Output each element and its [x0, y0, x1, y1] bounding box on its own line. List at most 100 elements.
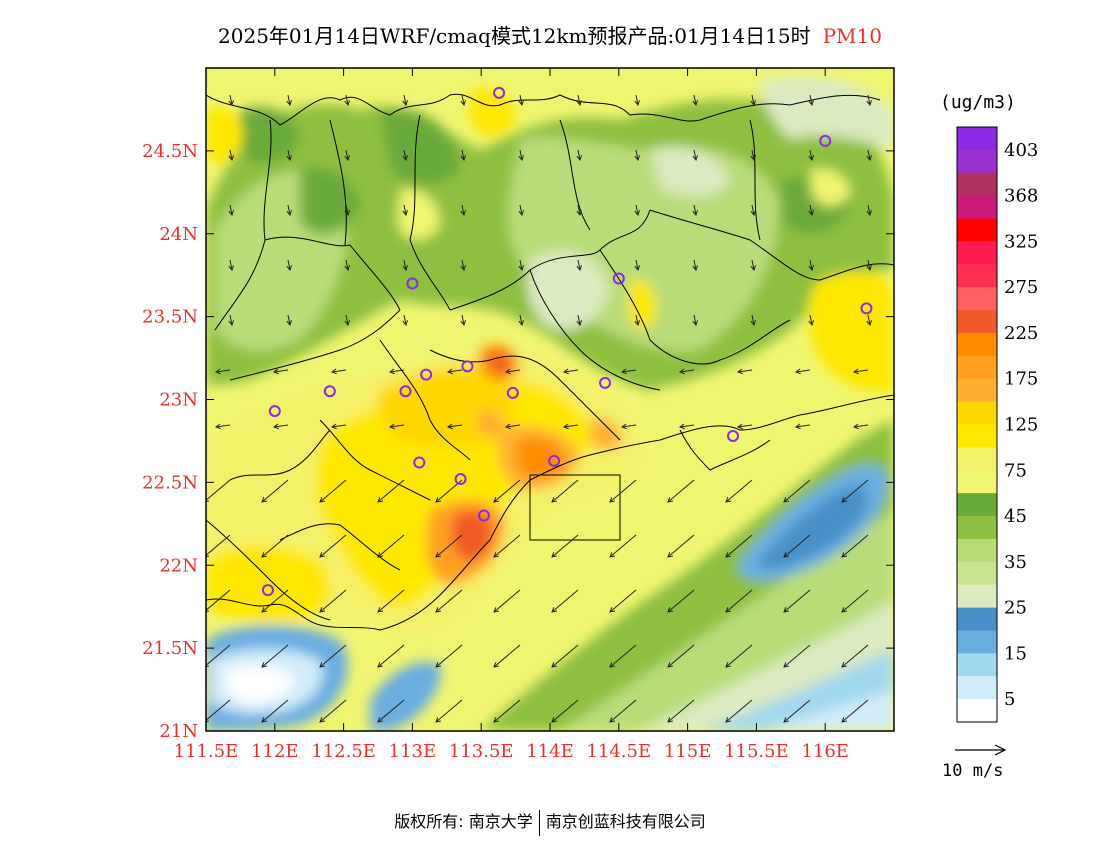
wind-arrow [389, 424, 405, 428]
wind-arrow [841, 644, 869, 668]
wind-arrow-head [493, 552, 499, 558]
wind-arrow-head [504, 423, 511, 430]
wind-arrow [751, 204, 755, 216]
wind-arrow [273, 369, 289, 373]
wind-arrow [635, 204, 639, 216]
wind-arrow-head [460, 210, 466, 217]
station-marker [506, 386, 519, 399]
station-marker [323, 385, 336, 398]
wind-arrow [783, 589, 811, 613]
y-tick-label: 24N [159, 224, 198, 245]
wind-arrow [621, 369, 637, 373]
station-marker [268, 405, 281, 418]
wind-arrow [287, 314, 291, 326]
legend-swatch [957, 401, 997, 425]
wind-arrow [206, 589, 231, 611]
wind-arrow-head [609, 717, 615, 723]
wind-arrow [577, 259, 581, 271]
wind-arrow-head [725, 552, 731, 558]
wind-arrow-head [667, 607, 673, 613]
footer-left: 版权所有: 南京大学 [394, 812, 533, 831]
wind-arrow [867, 94, 871, 106]
legend-label: 45 [1004, 506, 1027, 527]
wind-arrow-head [692, 265, 698, 272]
y-tick-label: 24.5N [142, 141, 198, 162]
station-marker [599, 376, 612, 389]
wind-arrow [867, 149, 871, 161]
wind-arrow [403, 204, 407, 216]
wind-arrow-head [460, 320, 466, 327]
wind-arrow-head [667, 717, 673, 723]
wind-arrow-head [377, 717, 383, 723]
legend-label: 325 [1004, 231, 1038, 252]
wind-arrow-head [319, 552, 325, 558]
wind-arrow [345, 204, 349, 216]
wind-arrow-head [493, 497, 499, 503]
wind-arrow [693, 149, 697, 161]
wind-arrow-head [286, 320, 292, 327]
station-marker [461, 360, 474, 373]
wind-arrow [783, 644, 811, 668]
wind-arrow-head [841, 662, 847, 668]
wind-arrow [493, 589, 521, 613]
wind-arrow [751, 259, 755, 271]
station-marker [420, 368, 433, 381]
reference-vector-label: 10 m/s [942, 761, 1004, 781]
wind-arrow-head [344, 265, 350, 272]
wind-arrow [841, 589, 869, 613]
wind-arrow [609, 479, 637, 503]
wind-arrow [551, 699, 579, 723]
wind-arrow [679, 424, 695, 428]
wind-arrow-head [377, 497, 383, 503]
wind-arrow-head [319, 607, 325, 613]
wind-arrow [725, 534, 753, 558]
wind-vectors [206, 94, 872, 723]
x-axis-ticks: 111.5E 112E 112.5E 113E 113.5E 114E 114.5E 115E… [174, 68, 849, 762]
wind-arrow [783, 699, 811, 723]
legend-swatch [957, 355, 997, 380]
wind-arrow [319, 699, 347, 723]
legend-swatch [957, 149, 997, 174]
legend-swatch [957, 447, 997, 471]
wind-arrow [563, 369, 579, 373]
wind-arrow [206, 699, 231, 721]
wind-arrow [345, 149, 349, 161]
wind-arrow [867, 204, 871, 216]
wind-arrow-head [330, 423, 337, 430]
wind-arrow-head [228, 100, 234, 107]
wind-arrow [551, 479, 579, 503]
wind-arrow-head [692, 100, 698, 107]
station-marker [413, 456, 426, 469]
footer-separator [538, 809, 540, 836]
wind-arrow-head [402, 155, 408, 162]
wind-arrow [551, 589, 579, 613]
wind-arrow [229, 314, 233, 326]
reference-vector-arrow [955, 744, 1007, 756]
wind-arrow [519, 149, 523, 161]
title-product: PM10 [822, 24, 882, 48]
wind-arrow-head [460, 155, 466, 162]
wind-arrow [403, 149, 407, 161]
wind-arrow [447, 424, 463, 428]
wind-arrow-head [808, 155, 814, 162]
wind-arrow-head [228, 210, 234, 217]
wind-arrow [551, 644, 579, 668]
wind-arrow-head [493, 607, 499, 613]
legend-swatch [957, 538, 997, 563]
wind-arrow [577, 204, 581, 216]
legend-label: 15 [1004, 643, 1027, 664]
legend-label: 275 [1004, 277, 1038, 298]
wind-arrow-head [634, 265, 640, 272]
wind-arrow-head [286, 155, 292, 162]
wind-arrow [287, 259, 291, 271]
wind-arrow-head [518, 320, 524, 327]
legend-swatch [957, 676, 997, 700]
legend-swatch [957, 653, 997, 677]
wind-arrow-head [435, 552, 441, 558]
wind-arrow [345, 94, 349, 106]
wind-arrow [751, 314, 755, 326]
wind-arrow [331, 369, 347, 373]
x-tick-label: 114E [526, 741, 574, 762]
wind-arrow [493, 699, 521, 723]
wind-arrow [447, 369, 463, 373]
